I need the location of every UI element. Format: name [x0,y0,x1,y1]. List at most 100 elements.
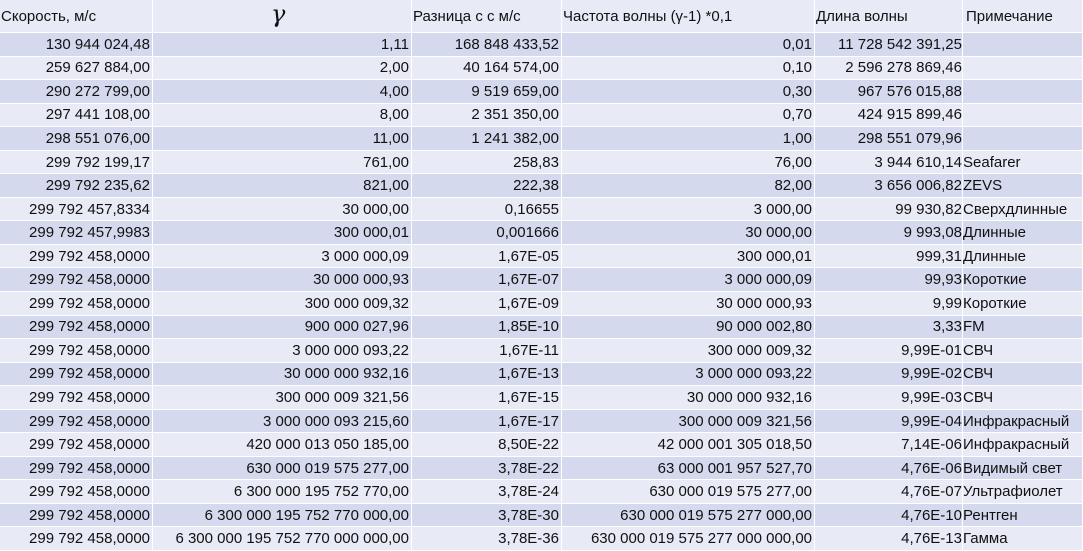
cell-note[interactable] [963,56,1083,81]
cell-freq[interactable]: 0,70 [562,103,815,128]
cell-note[interactable]: Ультрафиолет [963,480,1083,504]
cell-speed[interactable]: 299 792 458,0000 [0,456,153,481]
cell-gamma[interactable]: 900 000 027,96 [153,315,412,340]
cell-diff[interactable]: 3,78E-24 [412,480,562,504]
cell-diff[interactable]: 1,67E-15 [412,386,562,410]
cell-gamma[interactable]: 821,00 [153,174,412,198]
cell-speed[interactable]: 299 792 457,8334 [0,197,153,222]
cell-wavelength[interactable]: 4,76E-13 [815,527,963,551]
cell-note[interactable]: СВЧ [963,362,1083,387]
cell-freq[interactable]: 3 000,00 [562,197,815,222]
cell-freq[interactable]: 0,30 [562,80,815,104]
cell-wavelength[interactable]: 11 728 542 391,25 [815,33,963,57]
cell-diff[interactable]: 258,83 [412,150,562,175]
cell-freq[interactable]: 300 000 009,32 [562,339,815,363]
cell-note[interactable] [963,80,1083,104]
cell-speed[interactable]: 298 551 076,00 [0,127,153,151]
cell-wavelength[interactable]: 9,99E-04 [815,409,963,434]
cell-gamma[interactable]: 30 000 000 932,16 [153,362,412,387]
cell-wavelength[interactable]: 2 596 278 869,46 [815,56,963,81]
cell-speed[interactable]: 299 792 458,0000 [0,386,153,410]
cell-wavelength[interactable]: 3,33 [815,315,963,340]
cell-gamma[interactable]: 3 000 000 093 215,60 [153,409,412,434]
cell-freq[interactable]: 300 000 009 321,56 [562,409,815,434]
cell-gamma[interactable]: 300 000 009 321,56 [153,386,412,410]
cell-wavelength[interactable]: 9,99E-01 [815,339,963,363]
cell-note[interactable] [963,127,1083,151]
cell-gamma[interactable]: 300 000,01 [153,221,412,245]
cell-speed[interactable]: 290 272 799,00 [0,80,153,104]
cell-wavelength[interactable]: 4,76E-06 [815,456,963,481]
cell-gamma[interactable]: 3 000 000,09 [153,244,412,269]
cell-speed[interactable]: 299 792 458,0000 [0,292,153,316]
cell-freq[interactable]: 30 000 000 932,16 [562,386,815,410]
cell-gamma[interactable]: 1,11 [153,33,412,57]
cell-freq[interactable]: 630 000 019 575 277 000,00 [562,503,815,528]
cell-wavelength[interactable]: 9,99E-03 [815,386,963,410]
cell-gamma[interactable]: 630 000 019 575 277,00 [153,456,412,481]
cell-note[interactable]: Длинные [963,221,1083,245]
cell-diff[interactable]: 1,85E-10 [412,315,562,340]
cell-speed[interactable]: 130 944 024,48 [0,33,153,57]
cell-note[interactable]: Гамма [963,527,1083,551]
cell-diff[interactable]: 1,67E-11 [412,339,562,363]
cell-speed[interactable]: 299 792 458,0000 [0,362,153,387]
cell-wavelength[interactable]: 298 551 079,96 [815,127,963,151]
cell-diff[interactable]: 1,67E-17 [412,409,562,434]
cell-speed[interactable]: 299 792 458,0000 [0,268,153,293]
cell-speed[interactable]: 299 792 458,0000 [0,409,153,434]
cell-diff[interactable]: 2 351 350,00 [412,103,562,128]
cell-diff[interactable]: 1 241 382,00 [412,127,562,151]
cell-gamma[interactable]: 11,00 [153,127,412,151]
cell-gamma[interactable]: 3 000 000 093,22 [153,339,412,363]
cell-diff[interactable]: 1,67E-13 [412,362,562,387]
cell-diff[interactable]: 0,001666 [412,221,562,245]
cell-freq[interactable]: 3 000 000 093,22 [562,362,815,387]
header-speed[interactable]: Скорость, м/с [0,0,153,33]
cell-diff[interactable]: 168 848 433,52 [412,33,562,57]
cell-gamma[interactable]: 6 300 000 195 752 770 000 000,00 [153,527,412,551]
header-note[interactable]: Примечание [963,0,1083,33]
cell-wavelength[interactable]: 99 930,82 [815,197,963,222]
cell-wavelength[interactable]: 7,14E-06 [815,433,963,457]
cell-note[interactable]: Длинные [963,244,1083,269]
cell-diff[interactable]: 40 164 574,00 [412,56,562,81]
cell-speed[interactable]: 297 441 108,00 [0,103,153,128]
cell-diff[interactable]: 3,78E-22 [412,456,562,481]
cell-wavelength[interactable]: 3 944 610,14 [815,150,963,175]
cell-note[interactable] [963,103,1083,128]
cell-note[interactable]: ZEVS [963,174,1083,198]
cell-note[interactable]: Seafarer [963,150,1083,175]
cell-wavelength[interactable]: 424 915 899,46 [815,103,963,128]
header-wavelength[interactable]: Длина волны [815,0,963,33]
cell-wavelength[interactable]: 3 656 006,82 [815,174,963,198]
cell-diff[interactable]: 1,67E-07 [412,268,562,293]
cell-freq[interactable]: 1,00 [562,127,815,151]
cell-speed[interactable]: 299 792 458,0000 [0,339,153,363]
cell-note[interactable]: Инфракрасный [963,433,1083,457]
cell-note[interactable]: Рентген [963,503,1083,528]
cell-wavelength[interactable]: 4,76E-07 [815,480,963,504]
cell-freq[interactable]: 82,00 [562,174,815,198]
cell-note[interactable]: Короткие [963,268,1083,293]
cell-diff[interactable]: 1,67E-05 [412,244,562,269]
cell-gamma[interactable]: 8,00 [153,103,412,128]
header-diff[interactable]: Разница с c м/с [412,0,562,33]
cell-gamma[interactable]: 300 000 009,32 [153,292,412,316]
cell-freq[interactable]: 0,01 [562,33,815,57]
cell-freq[interactable]: 630 000 019 575 277 000 000,00 [562,527,815,551]
cell-gamma[interactable]: 4,00 [153,80,412,104]
cell-wavelength[interactable]: 967 576 015,88 [815,80,963,104]
cell-note[interactable]: СВЧ [963,339,1083,363]
cell-wavelength[interactable]: 9,99E-02 [815,362,963,387]
cell-gamma[interactable]: 420 000 013 050 185,00 [153,433,412,457]
cell-freq[interactable]: 90 000 002,80 [562,315,815,340]
cell-freq[interactable]: 63 000 001 957 527,70 [562,456,815,481]
cell-diff[interactable]: 3,78E-36 [412,527,562,551]
cell-note[interactable]: Короткие [963,292,1083,316]
cell-freq[interactable]: 3 000 000,09 [562,268,815,293]
cell-diff[interactable]: 9 519 659,00 [412,80,562,104]
cell-note[interactable]: Сверхдлинные [963,197,1083,222]
cell-speed[interactable]: 299 792 458,0000 [0,503,153,528]
cell-speed[interactable]: 299 792 235,62 [0,174,153,198]
